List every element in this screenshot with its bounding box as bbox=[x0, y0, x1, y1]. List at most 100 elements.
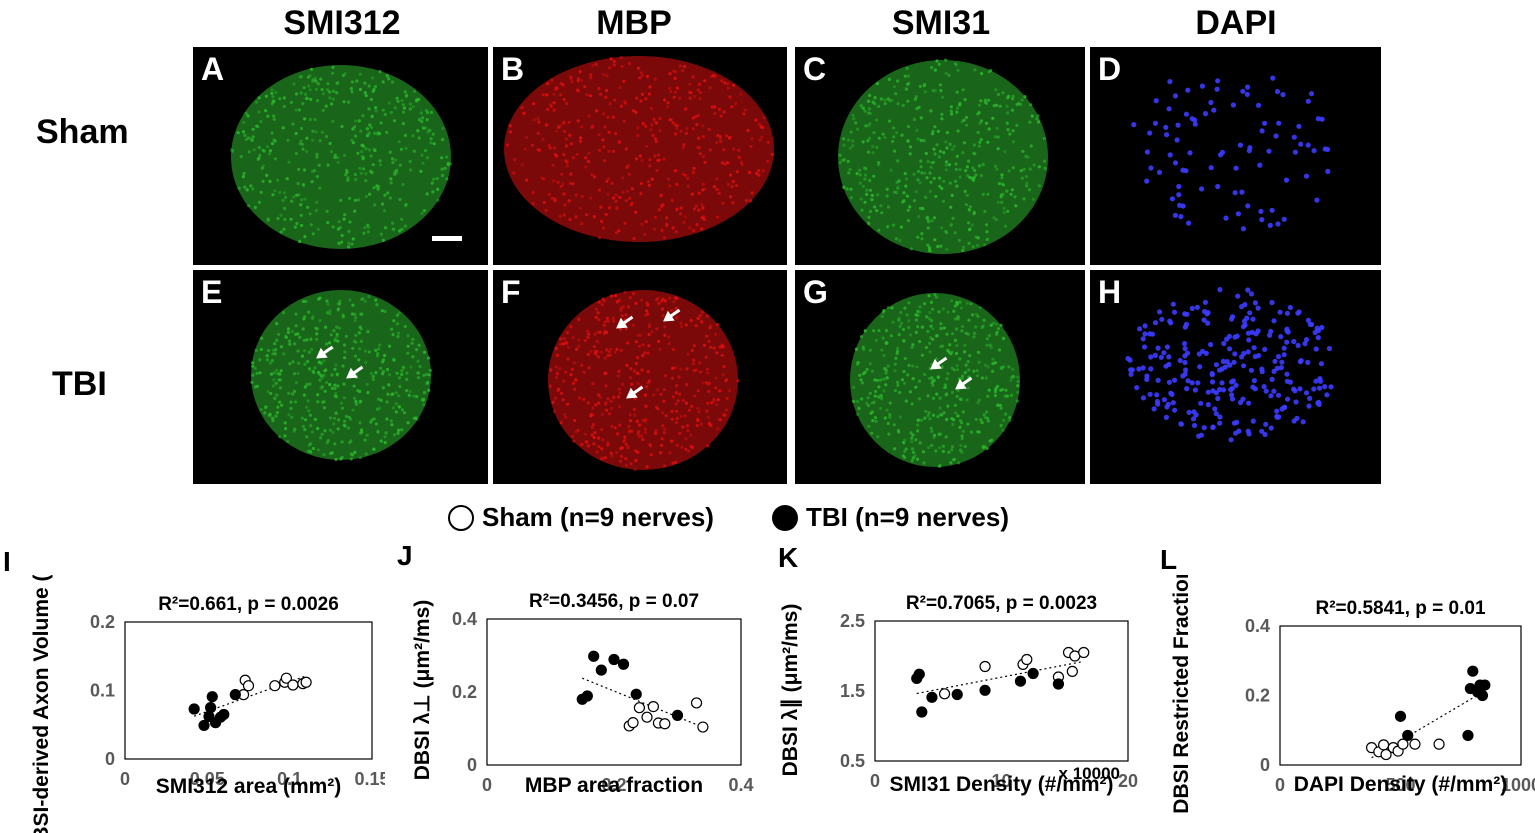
texture-dot bbox=[681, 146, 685, 150]
texture-dot bbox=[341, 73, 345, 78]
texture-dot bbox=[353, 450, 357, 454]
texture-dot bbox=[999, 366, 1003, 371]
texture-dot bbox=[700, 320, 704, 324]
texture-dot bbox=[639, 99, 643, 103]
texture-dot bbox=[547, 144, 551, 148]
sham-point bbox=[1021, 653, 1033, 666]
texture-dot bbox=[687, 449, 691, 453]
texture-dot bbox=[972, 335, 976, 339]
panel-label: D bbox=[1098, 51, 1122, 87]
texture-dot bbox=[611, 115, 616, 119]
sham-point bbox=[659, 718, 671, 730]
texture-dot bbox=[914, 385, 918, 389]
texture-dot bbox=[941, 444, 945, 448]
texture-dot bbox=[978, 140, 982, 144]
texture-dot bbox=[659, 451, 663, 455]
texture-dot bbox=[1136, 366, 1142, 372]
texture-dot bbox=[1315, 400, 1321, 406]
texture-dot bbox=[624, 457, 628, 461]
texture-dot bbox=[668, 86, 672, 91]
texture-dot bbox=[367, 107, 371, 111]
texture-dot bbox=[1009, 375, 1014, 379]
texture-dot bbox=[686, 424, 690, 428]
texture-dot bbox=[594, 307, 598, 311]
texture-dot bbox=[964, 123, 969, 127]
texture-dot bbox=[561, 398, 565, 402]
texture-dot bbox=[670, 198, 674, 202]
texture-dot bbox=[950, 112, 954, 116]
texture-dot bbox=[261, 179, 265, 183]
texture-dot bbox=[891, 320, 895, 324]
texture-dot bbox=[916, 325, 920, 329]
texture-dot bbox=[364, 172, 368, 176]
texture-dot bbox=[696, 113, 701, 117]
texture-dot bbox=[597, 133, 601, 137]
texture-dot bbox=[960, 324, 965, 329]
panel-label: G bbox=[803, 274, 828, 310]
texture-dot bbox=[637, 423, 642, 427]
texture-dot bbox=[1279, 359, 1285, 365]
texture-dot bbox=[571, 156, 575, 160]
texture-dot bbox=[320, 385, 324, 389]
texture-dot bbox=[1172, 212, 1178, 218]
texture-dot bbox=[955, 394, 959, 398]
texture-dot bbox=[983, 243, 987, 247]
texture-dot bbox=[1275, 354, 1282, 360]
texture-dot bbox=[897, 318, 901, 322]
texture-dot bbox=[714, 376, 718, 380]
texture-dot bbox=[1295, 342, 1301, 349]
texture-dot bbox=[283, 434, 287, 438]
texture-dot bbox=[994, 88, 998, 92]
texture-dot bbox=[544, 123, 548, 127]
texture-dot bbox=[319, 374, 324, 378]
texture-dot bbox=[306, 399, 310, 403]
x-tick-label: 500 bbox=[1385, 775, 1415, 795]
texture-dot bbox=[1303, 337, 1310, 343]
y-tick-label: 0 bbox=[1260, 755, 1270, 775]
texture-dot bbox=[354, 333, 358, 337]
texture-dot bbox=[406, 334, 410, 338]
texture-dot bbox=[886, 306, 890, 310]
texture-dot bbox=[603, 159, 607, 163]
texture-dot bbox=[330, 373, 334, 377]
texture-dot bbox=[643, 431, 647, 435]
tbi-point bbox=[916, 706, 928, 718]
texture-dot bbox=[273, 342, 277, 346]
texture-dot bbox=[569, 373, 573, 377]
texture-dot bbox=[331, 225, 335, 229]
texture-dot bbox=[683, 64, 687, 69]
texture-dot bbox=[359, 339, 363, 343]
texture-dot bbox=[297, 167, 301, 171]
texture-dot bbox=[938, 464, 942, 468]
texture-dot bbox=[698, 370, 703, 374]
texture-dot bbox=[646, 312, 650, 316]
texture-dot bbox=[396, 335, 400, 339]
texture-dot bbox=[307, 310, 311, 314]
texture-dot bbox=[647, 325, 651, 329]
texture-dot bbox=[988, 439, 992, 443]
texture-dot bbox=[570, 367, 574, 371]
texture-dot bbox=[965, 115, 969, 120]
texture-dot bbox=[958, 397, 962, 401]
texture-dot bbox=[723, 162, 727, 166]
texture-dot bbox=[1291, 418, 1297, 424]
texture-dot bbox=[1228, 387, 1234, 393]
texture-dot bbox=[1305, 359, 1311, 365]
texture-dot bbox=[867, 124, 871, 128]
texture-dot bbox=[590, 425, 594, 429]
texture-dot bbox=[983, 363, 987, 367]
texture-dot bbox=[282, 104, 286, 109]
texture-dot bbox=[552, 108, 556, 112]
texture-dot bbox=[961, 151, 965, 155]
texture-dot bbox=[285, 177, 289, 181]
texture-dot bbox=[1284, 310, 1290, 316]
texture-dot bbox=[612, 395, 616, 399]
texture-dot bbox=[605, 348, 609, 352]
texture-dot bbox=[321, 108, 325, 112]
texture-dot bbox=[289, 400, 293, 404]
tbi-point bbox=[913, 668, 925, 680]
texture-dot bbox=[1181, 341, 1188, 347]
texture-dot bbox=[393, 106, 397, 110]
texture-dot bbox=[575, 347, 579, 351]
texture-dot bbox=[1231, 359, 1237, 365]
